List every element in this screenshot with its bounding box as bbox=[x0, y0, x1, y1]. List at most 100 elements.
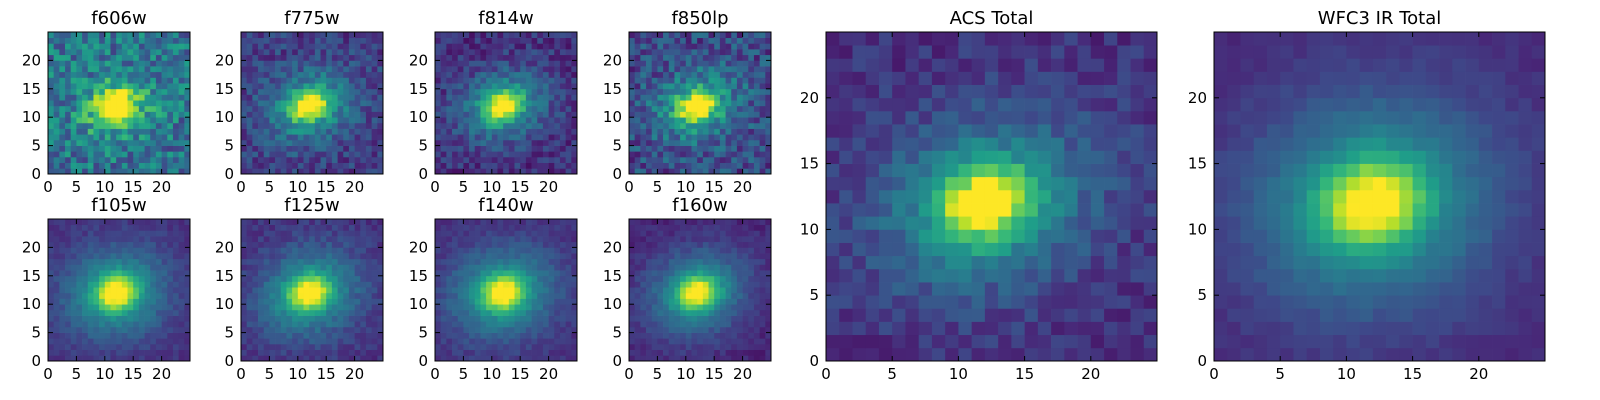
heatmap-cell bbox=[548, 224, 555, 231]
heatmap-cell bbox=[150, 338, 157, 345]
heatmap-cell bbox=[269, 60, 276, 67]
heatmap-cell bbox=[651, 71, 658, 78]
heatmap-cell bbox=[486, 292, 493, 299]
heatmap-cell bbox=[702, 156, 709, 163]
heatmap-cell bbox=[629, 151, 636, 158]
heatmap-cell bbox=[520, 134, 527, 141]
heatmap-cell bbox=[263, 162, 270, 169]
heatmap-cell bbox=[663, 270, 670, 277]
heatmap-cell bbox=[337, 111, 344, 118]
heatmap-cell bbox=[668, 168, 675, 175]
heatmap-cell bbox=[736, 332, 743, 339]
heatmap-cell bbox=[691, 32, 698, 39]
heatmap-cell bbox=[452, 32, 459, 39]
heatmap-cell bbox=[87, 162, 94, 169]
heatmap-cell bbox=[537, 156, 544, 163]
heatmap-cell bbox=[520, 349, 527, 356]
heatmap-cell bbox=[674, 321, 681, 328]
heatmap-cells-f606w bbox=[48, 32, 191, 175]
heatmap-cell bbox=[87, 287, 94, 294]
heatmap-cell bbox=[87, 32, 94, 39]
heatmap-cell bbox=[178, 281, 185, 288]
heatmap-cell bbox=[104, 355, 111, 362]
heatmap-cell bbox=[99, 54, 106, 61]
heatmap-cell bbox=[150, 83, 157, 90]
heatmap-cell bbox=[138, 139, 145, 146]
heatmap-cell bbox=[116, 236, 123, 243]
heatmap-cell bbox=[70, 117, 77, 124]
heatmap-cell bbox=[326, 145, 333, 152]
heatmap-cell bbox=[70, 100, 77, 107]
heatmap-cell bbox=[138, 332, 145, 339]
heatmap-cell bbox=[697, 309, 704, 316]
heatmap-cell bbox=[480, 298, 487, 305]
axes-frame bbox=[434, 218, 578, 362]
heatmap-cell bbox=[725, 145, 732, 152]
heatmap-cell bbox=[303, 270, 310, 277]
heatmap-cell bbox=[469, 298, 476, 305]
heatmap-cell bbox=[531, 122, 538, 129]
heatmap-cell bbox=[246, 32, 253, 39]
y-tick-label: 0 bbox=[224, 352, 234, 370]
heatmap-cell bbox=[371, 230, 378, 237]
heatmap-cell bbox=[497, 100, 504, 107]
heatmap-cell bbox=[275, 54, 282, 61]
heatmap-cell bbox=[365, 326, 372, 333]
heatmap-cell bbox=[565, 83, 572, 90]
heatmap-cell bbox=[668, 338, 675, 345]
heatmap-cell bbox=[269, 241, 276, 248]
heatmap-cell bbox=[275, 241, 282, 248]
heatmap-cell bbox=[508, 275, 515, 282]
heatmap-cell bbox=[337, 332, 344, 339]
heatmap-cell bbox=[246, 355, 253, 362]
heatmap-cell bbox=[646, 54, 653, 61]
heatmap-cell bbox=[59, 162, 66, 169]
heatmap-cell bbox=[331, 236, 338, 243]
heatmap-cell bbox=[150, 349, 157, 356]
heatmap-cell bbox=[309, 247, 316, 254]
heatmap-cell bbox=[508, 253, 515, 260]
heatmap-cell bbox=[719, 281, 726, 288]
heatmap-cell bbox=[474, 77, 481, 84]
heatmap-cell bbox=[116, 315, 123, 322]
heatmap-cell bbox=[326, 247, 333, 254]
heatmap-cell bbox=[133, 219, 140, 226]
heatmap-cell bbox=[116, 309, 123, 316]
heatmap-cell bbox=[531, 219, 538, 226]
heatmap-cell bbox=[748, 100, 755, 107]
heatmap-cell bbox=[440, 145, 447, 152]
heatmap-cell bbox=[452, 298, 459, 305]
heatmap-cell bbox=[116, 60, 123, 67]
heatmap-cell bbox=[275, 292, 282, 299]
heatmap-cell bbox=[286, 134, 293, 141]
heatmap-cell bbox=[497, 355, 504, 362]
heatmap-cell bbox=[714, 355, 721, 362]
heatmap-cell bbox=[167, 49, 174, 56]
heatmap-cell bbox=[138, 298, 145, 305]
heatmap-cell bbox=[59, 315, 66, 322]
heatmap-cell bbox=[343, 60, 350, 67]
heatmap-cell bbox=[138, 60, 145, 67]
heatmap-cell bbox=[525, 111, 532, 118]
heatmap-cell bbox=[753, 304, 760, 311]
heatmap-cell bbox=[765, 309, 772, 316]
heatmap-cell bbox=[178, 219, 185, 226]
heatmap-cell bbox=[463, 309, 470, 316]
heatmap-cell bbox=[241, 219, 248, 226]
heatmap-cell bbox=[309, 236, 316, 243]
heatmap-cell bbox=[571, 94, 578, 101]
heatmap-cell bbox=[542, 66, 549, 73]
heatmap-cell bbox=[99, 139, 106, 146]
heatmap-cell bbox=[286, 71, 293, 78]
heatmap-cell bbox=[680, 117, 687, 124]
heatmap-cell bbox=[292, 134, 299, 141]
heatmap-cell bbox=[753, 88, 760, 95]
heatmap-cell bbox=[565, 258, 572, 265]
heatmap-cell bbox=[87, 355, 94, 362]
heatmap-cell bbox=[765, 355, 772, 362]
heatmap-cell bbox=[121, 275, 128, 282]
heatmap-cell bbox=[76, 83, 83, 90]
heatmap-cell bbox=[365, 94, 372, 101]
heatmap-cell bbox=[70, 32, 77, 39]
